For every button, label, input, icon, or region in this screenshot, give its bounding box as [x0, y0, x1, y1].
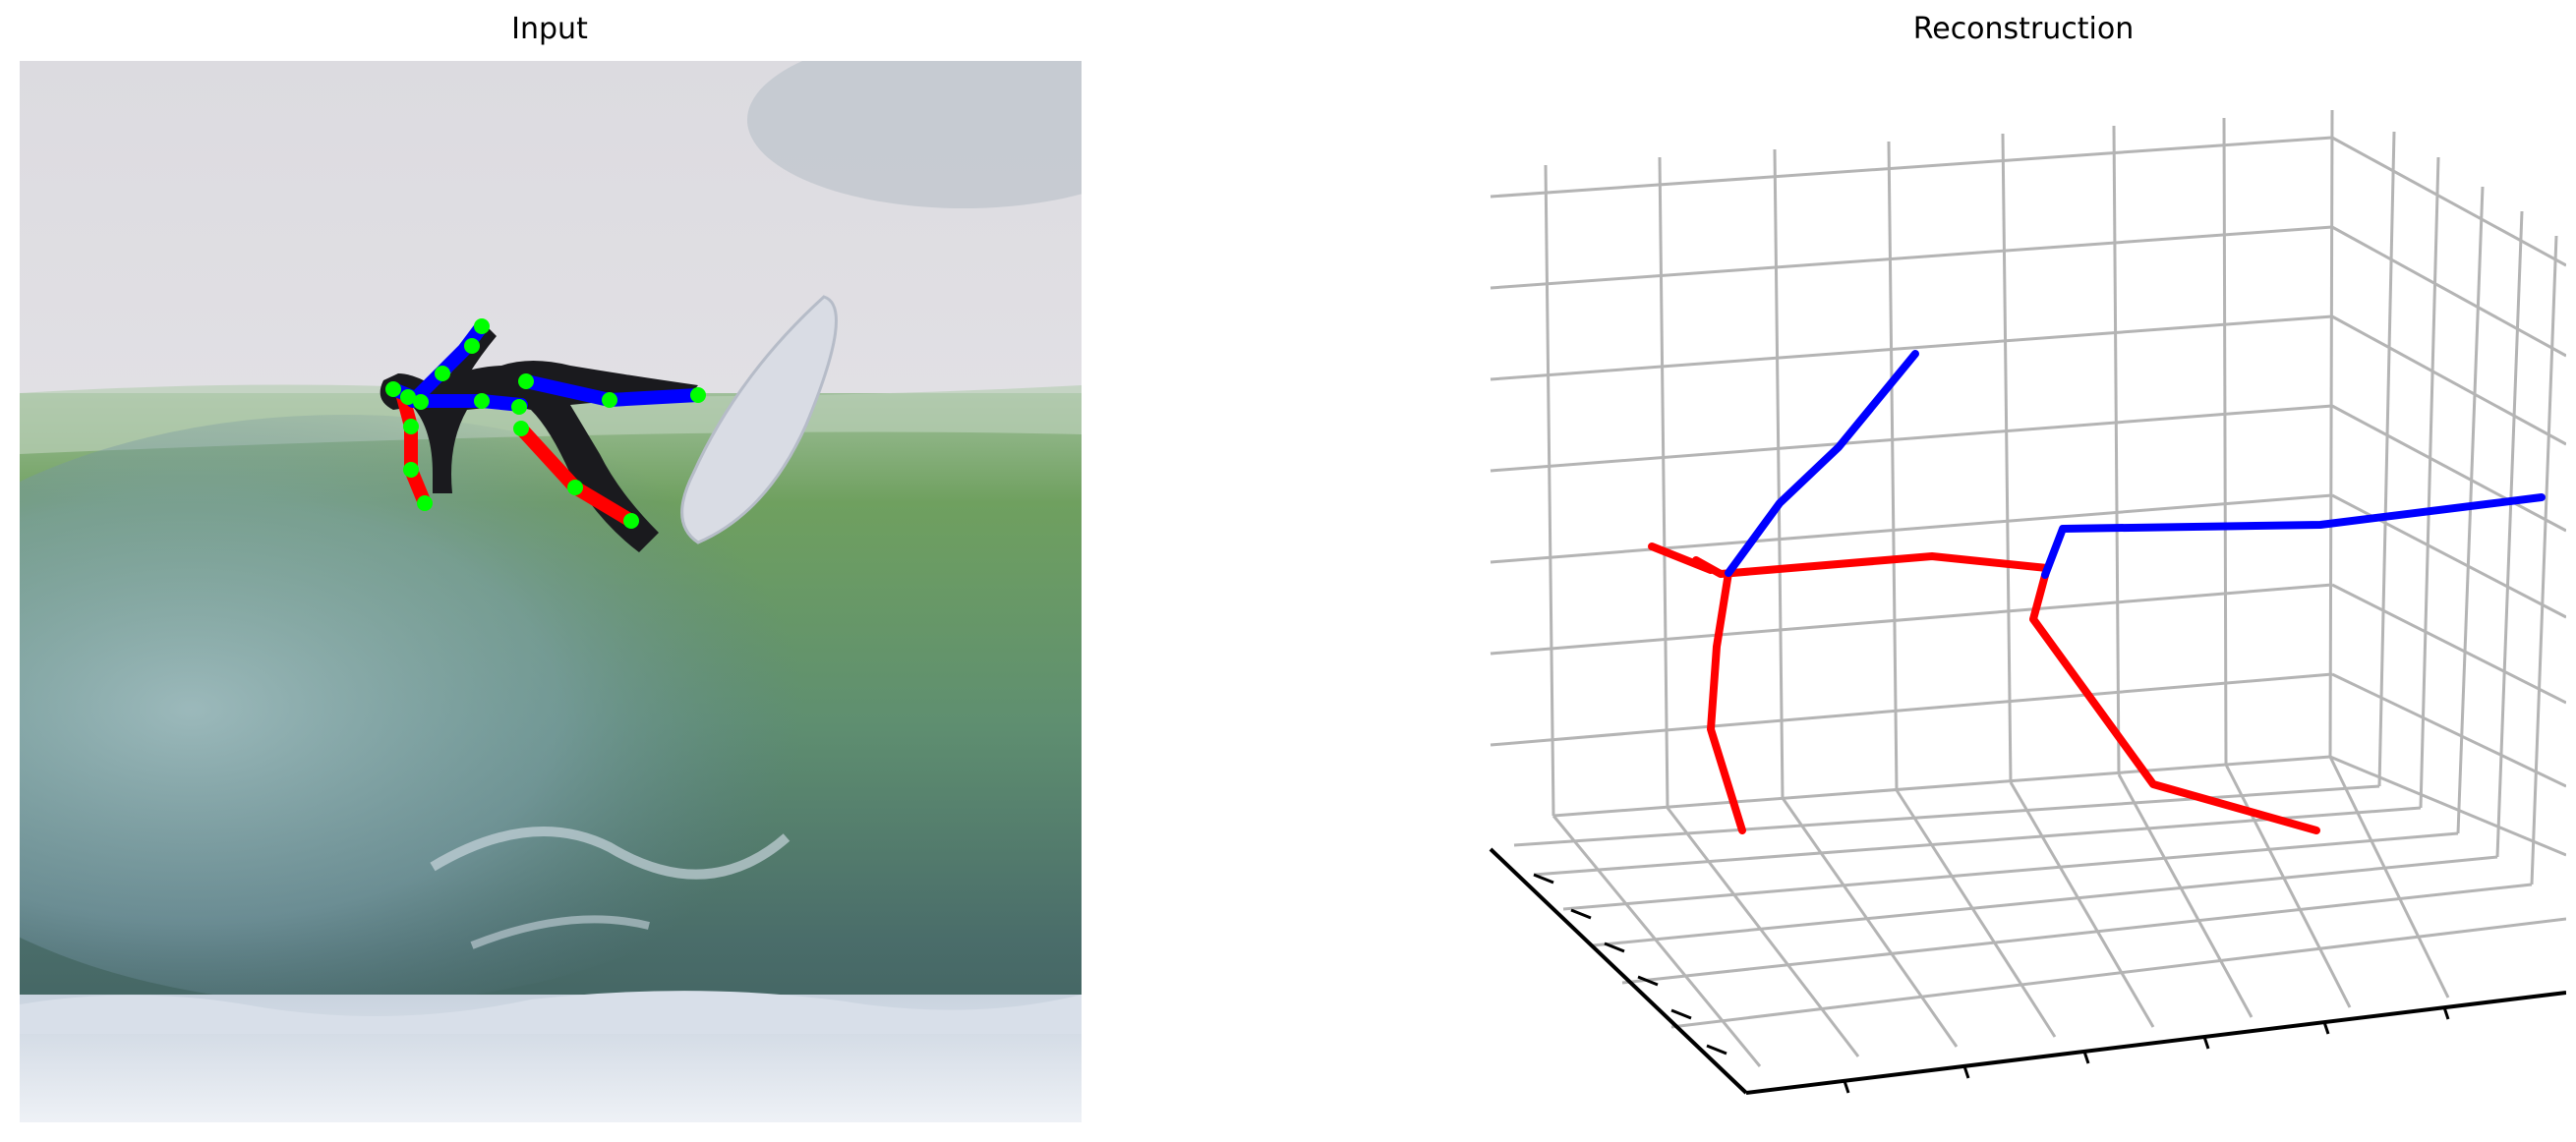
- left-arm-2d: [396, 390, 432, 510]
- joint: [474, 393, 490, 409]
- right-arm-2d: [406, 319, 489, 408]
- joint: [403, 419, 419, 434]
- joint: [567, 480, 583, 495]
- input-panel-title: Input: [511, 12, 588, 46]
- front-axis: [1489, 847, 1748, 1095]
- joint: [385, 381, 401, 397]
- left-leg-3d: [2029, 564, 2320, 834]
- bottom-axis: [1745, 991, 2566, 1095]
- input-image: [20, 61, 1082, 1122]
- joint: [417, 495, 433, 511]
- joint: [435, 366, 450, 381]
- surfer-silhouette: [380, 361, 698, 552]
- foam-streak-2: [470, 915, 650, 949]
- right-arm-3d: [1725, 350, 1919, 577]
- joint: [518, 373, 534, 389]
- foam-streak: [430, 827, 790, 880]
- joint: [690, 387, 706, 403]
- reconstruction-3d-plot: [1489, 109, 2566, 1095]
- grid-lines: [1490, 109, 2566, 1067]
- pose-joints-2d: [385, 318, 706, 529]
- surfer-arm: [442, 326, 497, 395]
- joint: [602, 392, 617, 408]
- pose-skeleton-3d: [1648, 350, 2546, 834]
- axes-3d: [1489, 847, 2566, 1095]
- joint: [513, 421, 529, 436]
- joint: [400, 389, 416, 405]
- whitewater-edge: [20, 991, 1082, 1034]
- spray-cloud: [747, 61, 1082, 208]
- surfboard: [680, 295, 838, 544]
- wave-face-highlight: [20, 415, 855, 1004]
- joint: [413, 394, 429, 410]
- right-leg-3d: [2041, 493, 2546, 579]
- joint: [623, 513, 639, 529]
- axis-ticks: [1533, 873, 2450, 1094]
- shoulders-and-spine-3d: [1692, 552, 2051, 578]
- left-arm-3d: [1707, 569, 1746, 834]
- reconstruction-panel-title: Reconstruction: [1912, 12, 2135, 46]
- joint: [464, 338, 480, 354]
- joint: [511, 399, 527, 415]
- joint: [474, 318, 490, 334]
- joint: [403, 462, 419, 478]
